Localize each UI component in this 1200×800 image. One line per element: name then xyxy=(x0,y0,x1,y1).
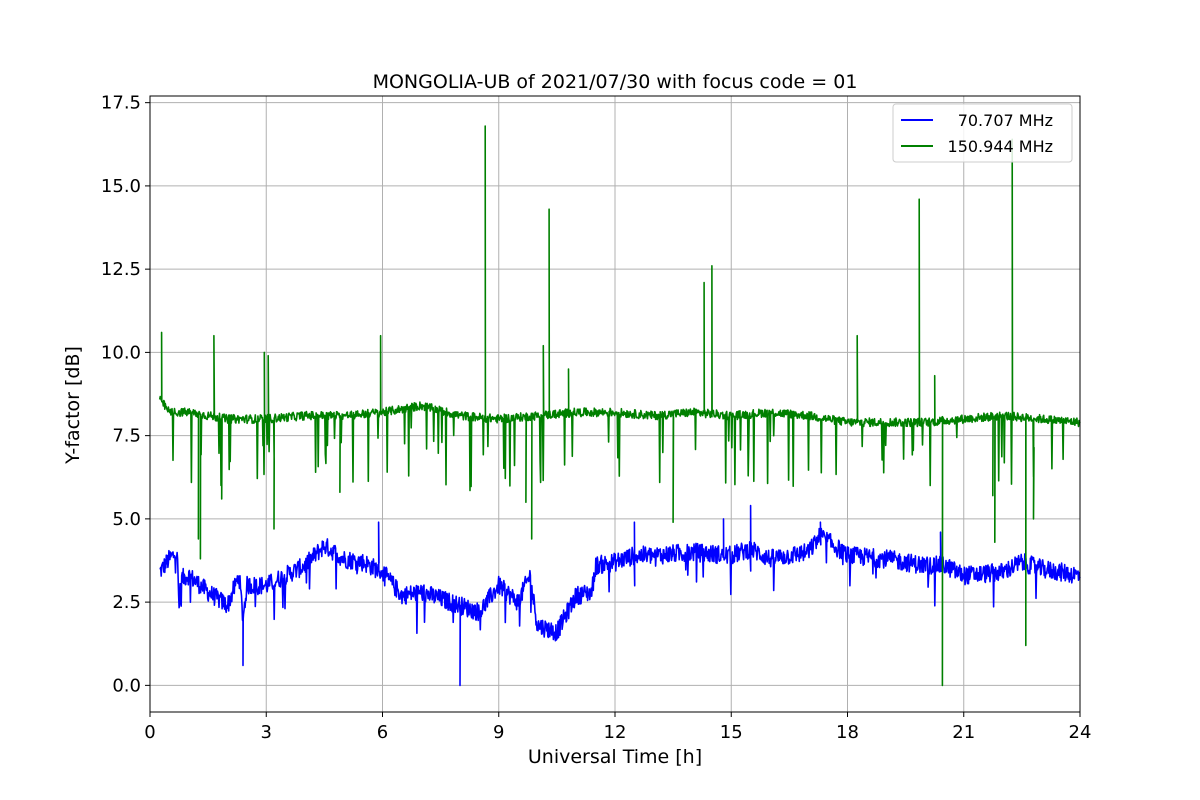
y-tick-label: 0.0 xyxy=(112,675,141,696)
series-layer xyxy=(158,125,1081,687)
y-tick-label: 15.0 xyxy=(101,176,141,197)
x-axis-label: Universal Time [h] xyxy=(528,746,702,768)
x-tick-label: 6 xyxy=(377,722,388,743)
legend: 70.707 MHz 150.944 MHz xyxy=(892,103,1073,163)
y-tick-label: 2.5 xyxy=(112,592,141,613)
y-tick-label: 12.5 xyxy=(101,259,141,280)
y-tick-label: 17.5 xyxy=(101,93,141,114)
y-tick-label: 7.5 xyxy=(112,426,141,447)
x-tick-label: 18 xyxy=(836,722,859,743)
axis-ticks: 0 3 6 9 12 15 18 21 24 0.0 2.5 5.0 7.5 10.0 12.5 15.0 17… xyxy=(101,93,1092,743)
legend-label: 150.944 MHz xyxy=(948,137,1053,156)
x-tick-label: 24 xyxy=(1069,722,1092,743)
chart-title: MONGOLIA-UB of 2021/07/30 with focus cod… xyxy=(373,71,858,93)
series-line-blue xyxy=(159,504,1081,687)
y-axis-label: Y-factor [dB] xyxy=(62,346,84,465)
x-tick-label: 15 xyxy=(720,722,743,743)
x-tick-label: 12 xyxy=(604,722,627,743)
legend-label: 70.707 MHz xyxy=(958,111,1053,130)
series-line-green xyxy=(158,125,1081,687)
x-tick-label: 3 xyxy=(261,722,272,743)
grid-lines xyxy=(149,96,1081,712)
x-tick-label: 0 xyxy=(144,722,155,743)
x-tick-label: 9 xyxy=(493,722,504,743)
y-tick-label: 10.0 xyxy=(101,342,141,363)
y-tick-label: 5.0 xyxy=(112,509,141,530)
x-tick-label: 21 xyxy=(952,722,975,743)
legend-box xyxy=(892,103,1073,163)
